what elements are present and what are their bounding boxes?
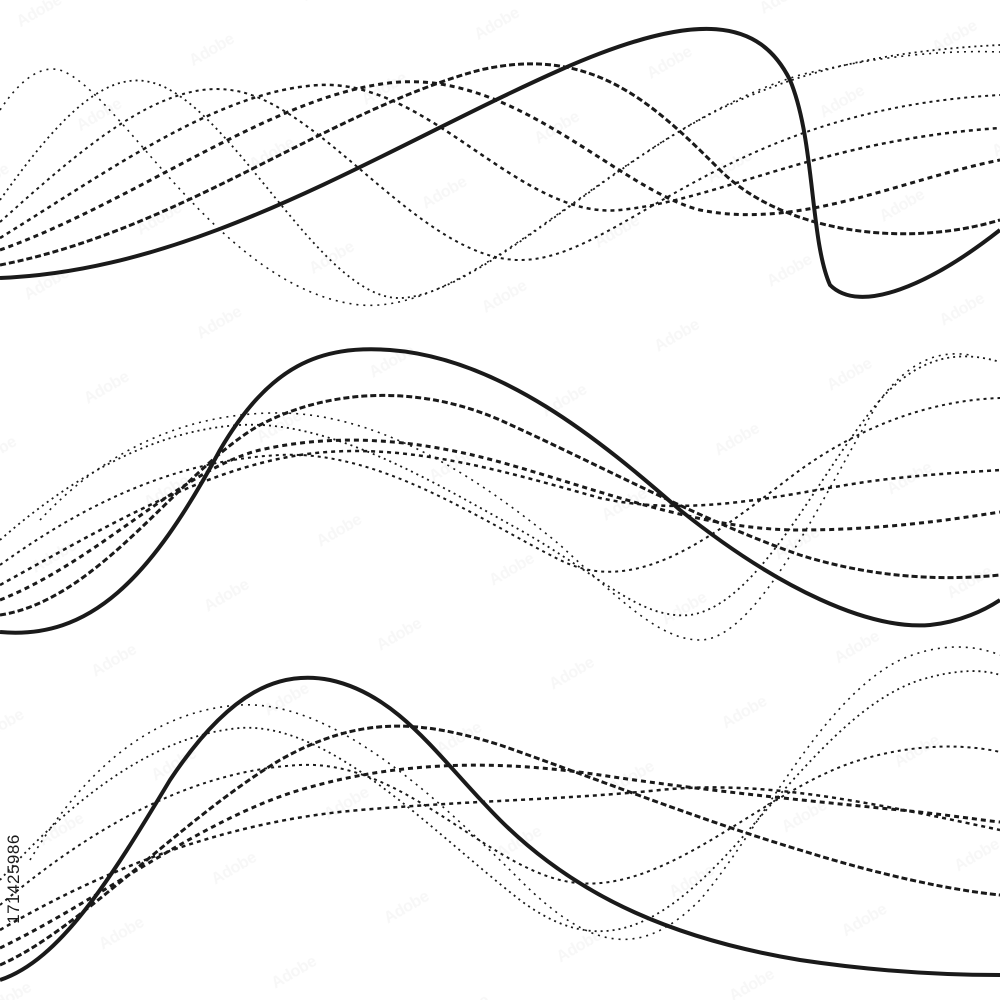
wave-line-top-dot-3	[0, 50, 1000, 307]
stock-image-id-text: 171425986	[4, 834, 23, 924]
wave-line-bottom-solid	[0, 675, 1000, 982]
wave-line-bottom-dot-2	[0, 670, 1000, 933]
wave-line-top-dot-2	[0, 44, 1000, 299]
wave-line-top-dash-1	[0, 62, 1000, 267]
wave-line-middle-dot-3	[39, 353, 971, 641]
wave-group-top	[0, 26, 1000, 307]
wave-line-middle-dash-2	[0, 438, 1000, 602]
stock-image-id-label: 171425986	[3, 768, 25, 990]
wave-line-middle-dash-1	[0, 393, 1000, 617]
wave-line-bottom-dash-1	[0, 724, 1000, 967]
wave-line-top-dash-2	[0, 80, 1000, 252]
wave-line-middle-dot-1	[0, 397, 1000, 573]
wave-line-middle-solid	[0, 347, 1000, 635]
wave-group-bottom	[0, 646, 1000, 982]
wave-group-middle	[0, 347, 1000, 641]
wave-line-bottom-dot-1	[0, 745, 1000, 906]
wave-line-middle-dot-2	[0, 355, 1000, 617]
wave-line-top-solid	[0, 26, 1000, 299]
